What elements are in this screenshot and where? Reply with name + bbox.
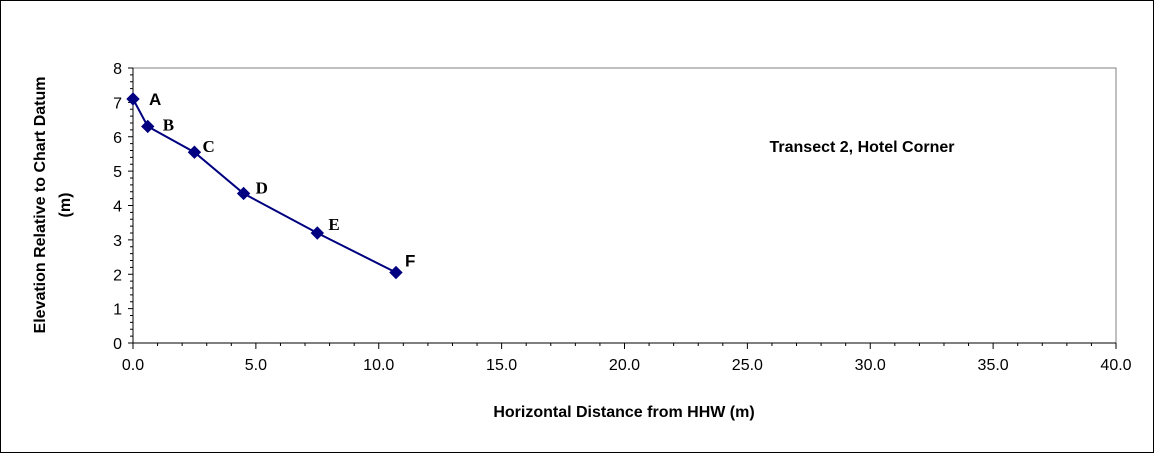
- y-tick-label: 2: [113, 267, 122, 284]
- x-tick-label: 35.0: [978, 357, 1009, 374]
- y-tick-label: 6: [113, 130, 122, 147]
- data-point: [126, 92, 140, 106]
- y-tick-label: 0: [113, 336, 122, 353]
- series: [126, 92, 403, 280]
- chart-annotation: Transect 2, Hotel Corner: [770, 139, 955, 156]
- y-axis-title: Elevation Relative to Chart Datum (m): [32, 77, 74, 334]
- x-tick-label: 15.0: [486, 357, 517, 374]
- x-tick-label: 10.0: [363, 357, 394, 374]
- x-tick-label: 40.0: [1100, 357, 1131, 374]
- ticks: 0.0 5.0 10.0 15.0 20.0 25.0 30.0 35.0 40.0 0 1 2 3 4 5…: [113, 61, 1132, 374]
- y-tick-label: 1: [113, 302, 122, 319]
- y-tick-label: 5: [113, 164, 122, 181]
- data-point: [310, 226, 325, 240]
- y-tick-label: 4: [113, 199, 122, 216]
- point-label: D: [256, 178, 268, 197]
- y-tick-label: 7: [113, 95, 122, 112]
- y-axis-title-line2: (m): [57, 193, 74, 218]
- point-label: A: [149, 90, 161, 109]
- y-tick-label: 3: [113, 233, 122, 250]
- x-tick-label: 0.0: [122, 357, 144, 374]
- x-tick-label: 25.0: [732, 357, 763, 374]
- x-axis-title: Horizontal Distance from HHW (m): [493, 404, 754, 421]
- data-point: [187, 145, 202, 159]
- point-label: C: [202, 137, 214, 156]
- point-label: E: [328, 215, 339, 234]
- axes: [132, 67, 1117, 344]
- point-label: B: [163, 115, 174, 134]
- x-tick-label: 20.0: [609, 357, 640, 374]
- point-label: F: [405, 252, 415, 271]
- y-axis-title-line1: Elevation Relative to Chart Datum: [32, 77, 49, 334]
- y-tick-label: 8: [113, 61, 122, 78]
- series-line: [132, 98, 397, 274]
- data-point: [389, 265, 403, 280]
- x-tick-label: 30.0: [855, 357, 886, 374]
- data-point: [236, 186, 251, 201]
- x-tick-label: 5.0: [245, 357, 267, 374]
- data-point: [141, 119, 155, 134]
- labels: AB C D E F: [149, 90, 415, 271]
- plot-area: [132, 67, 1117, 344]
